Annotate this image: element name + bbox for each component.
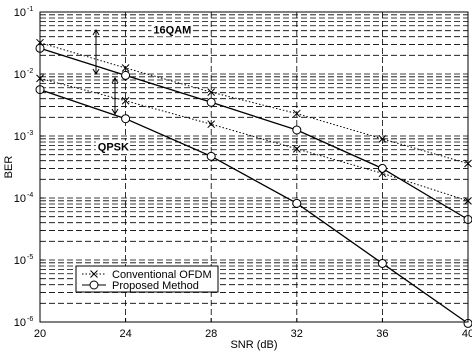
annotation-layer: 16QAM QPSK <box>92 23 193 154</box>
legend-label: Conventional OFDM <box>112 269 212 281</box>
x-tick-label: 40 <box>462 328 472 340</box>
x-marker <box>378 134 387 143</box>
circle-marker <box>206 97 216 107</box>
x-marker <box>121 64 130 72</box>
y-axis-label: BER <box>3 156 15 179</box>
y-tick-label: 10 <box>14 317 26 329</box>
x-tick-label: 32 <box>291 328 303 340</box>
x-tick-label: 20 <box>34 328 46 340</box>
y-tick-exponent: -3 <box>27 130 33 137</box>
x-marker <box>207 88 216 96</box>
x-tick-label: 28 <box>205 328 217 340</box>
series-line <box>39 88 469 324</box>
circle-marker <box>377 258 387 268</box>
series-line <box>39 77 469 202</box>
y-tick-exponent: -4 <box>27 192 33 199</box>
circle-marker <box>89 280 99 290</box>
circle-marker <box>377 163 387 173</box>
y-tick-label: 10 <box>14 131 26 143</box>
legend-box <box>75 265 219 293</box>
circle-marker <box>292 198 302 208</box>
series-16qam-proposed <box>35 43 472 224</box>
legend-label: Proposed Method <box>112 280 199 292</box>
series-qpsk-proposed <box>35 85 472 328</box>
series-line <box>39 42 469 164</box>
y-tick-label: 10 <box>14 193 26 205</box>
y-tick-exponent: -1 <box>27 6 33 13</box>
legend-item: Conventional OFDM <box>82 269 212 281</box>
x-tick-label: 36 <box>376 328 388 340</box>
legend-item: Proposed Method <box>82 280 199 292</box>
x-marker <box>292 109 301 118</box>
annotation-bg <box>95 140 130 154</box>
circle-marker <box>206 151 216 161</box>
grid <box>40 12 468 322</box>
x-marker <box>378 169 387 178</box>
series-qpsk-conventional <box>36 74 472 205</box>
annotation-bg <box>151 23 193 37</box>
y-tick-label: 10 <box>14 69 26 81</box>
gap-arrow <box>111 77 119 115</box>
circle-marker <box>121 114 131 124</box>
y-tick-label: 10 <box>14 255 26 267</box>
x-axis-label: SNR (dB) <box>230 339 277 351</box>
y-tick-exponent: -2 <box>27 68 33 75</box>
plot-frame <box>39 11 469 323</box>
x-marker <box>121 96 130 105</box>
y-tick-exponent: -6 <box>27 316 33 323</box>
series-line <box>39 47 469 221</box>
circle-marker <box>292 125 302 135</box>
x-marker <box>90 270 98 278</box>
gap-arrow <box>92 29 100 75</box>
annotation-label: QPSK <box>98 142 129 154</box>
x-marker <box>292 145 301 153</box>
y-tick-label: 10 <box>14 7 26 19</box>
circle-marker <box>121 70 131 80</box>
y-tick-exponent: -5 <box>27 254 33 261</box>
x-marker <box>207 120 216 129</box>
series-layer <box>35 38 472 328</box>
annotation-label: 16QAM <box>153 25 191 37</box>
x-tick-label: 24 <box>119 328 131 340</box>
